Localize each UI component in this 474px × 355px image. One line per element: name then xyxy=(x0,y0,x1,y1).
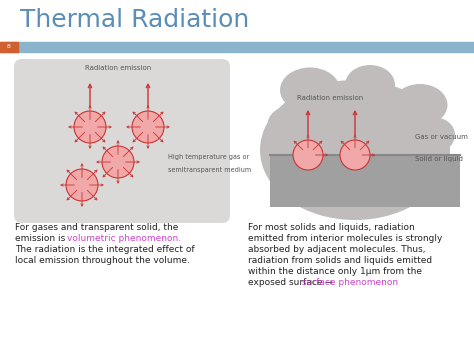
Circle shape xyxy=(340,140,370,170)
Text: within the distance only 1μm from the: within the distance only 1μm from the xyxy=(248,267,422,276)
Ellipse shape xyxy=(392,84,447,126)
Text: surface phenomenon: surface phenomenon xyxy=(302,278,398,287)
Text: The radiation is the integrated effect of: The radiation is the integrated effect o… xyxy=(15,245,195,254)
Text: For most solids and liquids, radiation: For most solids and liquids, radiation xyxy=(248,223,415,232)
Ellipse shape xyxy=(280,67,340,113)
Text: Thermal Radiation: Thermal Radiation xyxy=(20,8,249,32)
Circle shape xyxy=(74,111,106,143)
Text: Radiation emission: Radiation emission xyxy=(297,95,363,101)
Text: local emission throughout the volume.: local emission throughout the volume. xyxy=(15,256,190,265)
Text: emitted from interior molecules is strongly: emitted from interior molecules is stron… xyxy=(248,234,442,243)
Text: High temperature gas or: High temperature gas or xyxy=(168,154,249,160)
Ellipse shape xyxy=(345,65,395,105)
Bar xyxy=(270,155,460,207)
Bar xyxy=(0,42,474,52)
Circle shape xyxy=(66,169,98,201)
Text: For gases and transparent solid, the: For gases and transparent solid, the xyxy=(15,223,178,232)
Text: Gas or vacuum: Gas or vacuum xyxy=(415,134,468,140)
Text: absorbed by adjacent molecules. Thus,: absorbed by adjacent molecules. Thus, xyxy=(248,245,426,254)
Ellipse shape xyxy=(260,80,450,220)
Ellipse shape xyxy=(267,106,312,144)
Text: 8: 8 xyxy=(7,44,11,49)
Circle shape xyxy=(102,146,134,178)
Text: Solid or liquid: Solid or liquid xyxy=(415,156,463,162)
Bar xyxy=(0,42,18,52)
Circle shape xyxy=(132,111,164,143)
Ellipse shape xyxy=(415,118,455,153)
Text: volumetric phenomenon.: volumetric phenomenon. xyxy=(67,234,181,243)
Text: radiation from solids and liquids emitted: radiation from solids and liquids emitte… xyxy=(248,256,432,265)
Text: exposed surface →: exposed surface → xyxy=(248,278,336,287)
Text: Radiation emission: Radiation emission xyxy=(85,65,151,71)
FancyBboxPatch shape xyxy=(14,59,230,223)
Text: emission is: emission is xyxy=(15,234,68,243)
Text: semitransparent medium: semitransparent medium xyxy=(168,167,251,173)
Circle shape xyxy=(293,140,323,170)
